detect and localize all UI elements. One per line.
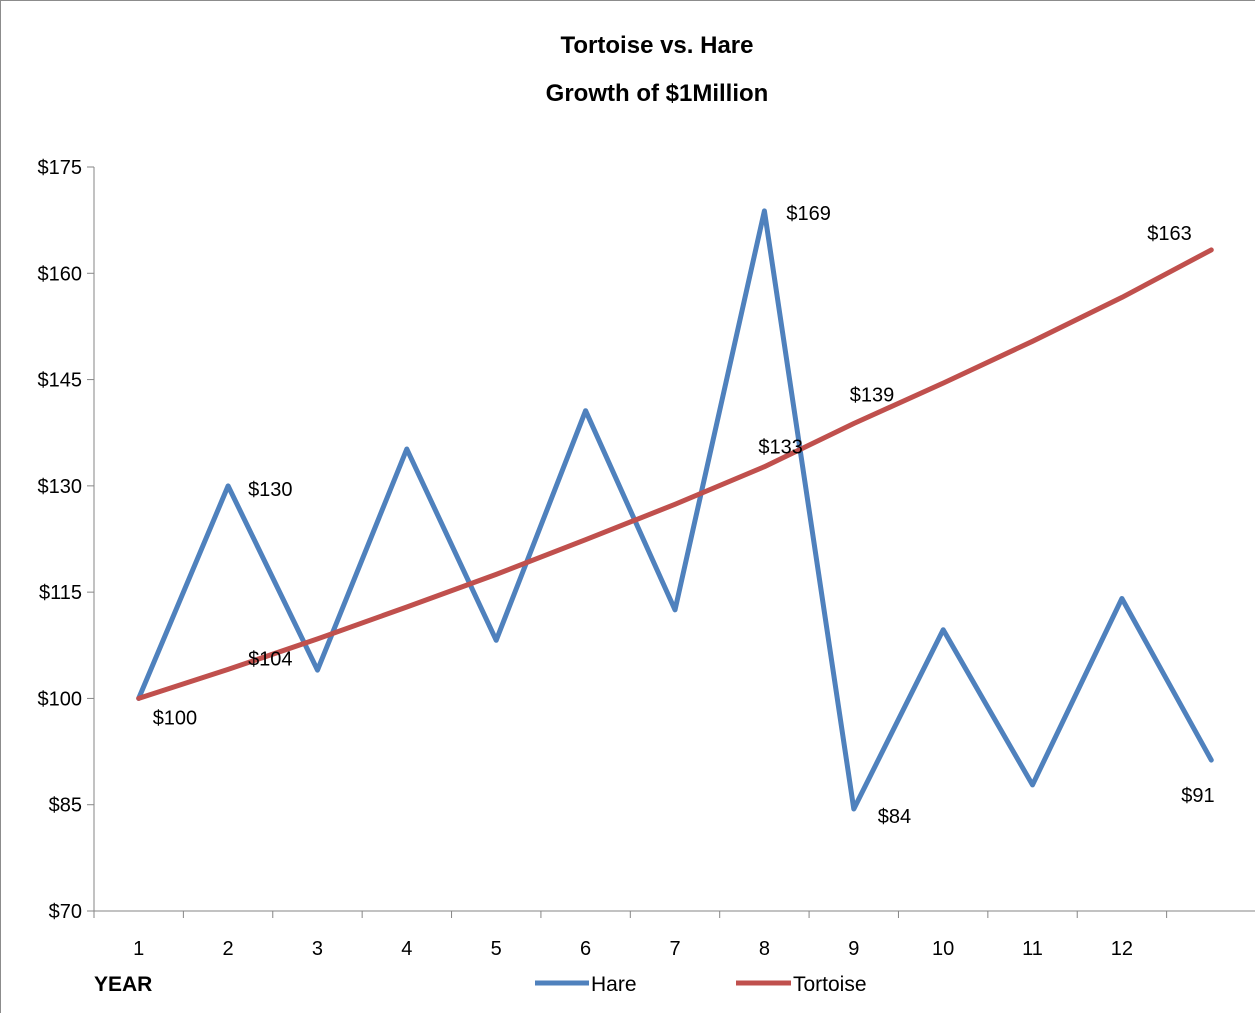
x-tick-label: 2: [223, 938, 234, 960]
data-label-hare: $130: [248, 479, 292, 501]
y-tick-label: $160: [38, 263, 83, 285]
series-line-hare: [139, 211, 1212, 809]
x-tick-label: 1: [133, 938, 144, 960]
y-tick-label: $100: [38, 688, 83, 710]
data-label-hare: $84: [878, 806, 911, 828]
y-tick-label: $115: [39, 582, 82, 604]
x-tick-label: 7: [669, 938, 680, 960]
data-label-hare: $169: [786, 203, 831, 225]
x-tick-label: 10: [932, 938, 954, 960]
legend: Hare Tortoise: [535, 973, 867, 996]
y-tick-label: $130: [38, 476, 83, 498]
y-tick-label: $85: [49, 795, 82, 817]
x-tick-label: 3: [312, 938, 323, 960]
x-tick-label: 5: [491, 938, 502, 960]
series-lines: [139, 211, 1212, 809]
legend-label-tortoise: Tortoise: [793, 973, 867, 996]
x-tick-label: 9: [848, 938, 859, 960]
y-tick-label: $145: [38, 370, 83, 392]
data-label-tortoise: $104: [248, 648, 292, 670]
x-axis-label: YEAR: [94, 973, 152, 996]
data-label-tortoise: $139: [850, 385, 895, 407]
data-label-tortoise: $100: [153, 707, 198, 729]
x-tick-label: 4: [401, 938, 412, 960]
chart-title-line-2: Growth of $1Million: [546, 80, 769, 107]
chart-title-line-1: Tortoise vs. Hare: [561, 32, 754, 59]
y-tick-label: $70: [49, 901, 82, 923]
x-tick-label: 6: [580, 938, 591, 960]
x-tick-label: 8: [759, 938, 770, 960]
y-tick-label: $175: [38, 157, 83, 179]
x-tick-label: 12: [1111, 938, 1133, 960]
x-tick-label: 11: [1022, 938, 1043, 960]
data-label-hare: $91: [1181, 785, 1214, 807]
data-label-tortoise: $163: [1147, 223, 1192, 245]
legend-label-hare: Hare: [591, 973, 637, 996]
data-label-tortoise: $133: [758, 437, 803, 459]
